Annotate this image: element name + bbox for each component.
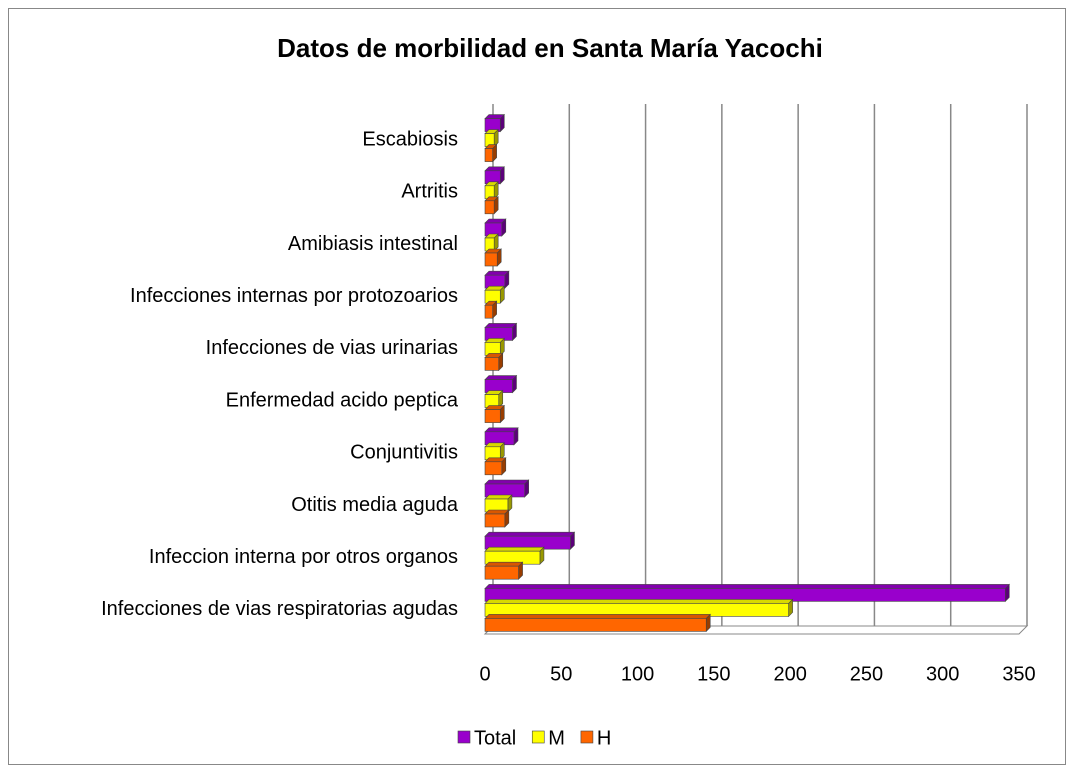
y-tick-label: Conjuntivitis [350,442,458,464]
bar-top [484,427,519,433]
chart-border [8,8,1066,765]
legend-label: H [597,727,611,749]
y-tick-label: Enfermedad acido peptica [226,389,459,411]
x-tick-label: 150 [697,663,730,685]
y-tick-label: Infecciones de vias respiratorias agudas [101,598,458,620]
bar-top [484,531,576,537]
bar-top [484,614,711,619]
x-tick-label: 200 [773,663,806,685]
bar-top [484,584,1010,589]
bar-top [484,494,513,500]
bar [484,565,519,580]
bar [484,200,495,215]
y-tick-label: Artritis [401,181,458,203]
bar [484,148,493,162]
bar-top [484,375,518,380]
x-tick-label: 100 [621,663,654,685]
x-tick-label: 350 [1002,663,1035,685]
bar [484,461,503,476]
legend-label: Total [474,727,516,749]
y-tick-label: Infeccion interna por otros organos [149,546,458,568]
x-tick-label: 300 [926,663,959,685]
bar-top [484,561,524,567]
chart-title: Datos de morbilidad en Santa María Yacoc… [277,33,823,63]
bar [484,513,506,528]
y-tick-label: Infecciones de vias urinarias [206,337,458,359]
legend-label: M [548,727,565,749]
legend-swatch [580,730,594,744]
x-tick-label: 250 [850,663,883,685]
y-tick-label: Amibiasis intestinal [288,233,458,255]
bar [484,304,493,319]
bar-top [484,599,794,604]
x-tick-label: 0 [479,663,490,685]
y-tick-label: Infecciones internas por protozoarios [130,285,458,307]
bar-top [484,479,530,485]
x-tick-label: 50 [550,663,572,685]
bar [484,252,498,267]
bar [484,409,501,423]
bar [484,357,500,371]
legend-swatch [531,730,545,744]
bar-top [484,323,518,328]
legend-swatch [457,730,471,744]
y-tick-label: Escabiosis [362,128,458,150]
y-tick-label: Otitis media aguda [291,494,459,516]
bar [484,618,707,632]
bar-top [484,546,545,552]
